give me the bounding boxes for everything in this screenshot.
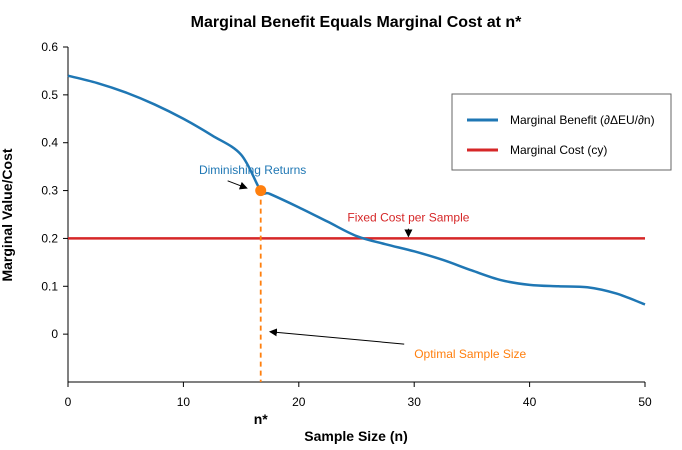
annotation-label-1: Fixed Cost per Sample — [347, 211, 469, 225]
x-tick-label-2: 20 — [292, 395, 306, 409]
chart-title: Marginal Benefit Equals Marginal Cost at… — [191, 14, 522, 31]
y-tick-label-3: 0.3 — [41, 184, 58, 198]
x-tick-label-0: 0 — [65, 395, 72, 409]
y-tick-label-2: 0.2 — [41, 231, 58, 245]
annotation-arrow-0 — [227, 180, 248, 190]
y-axis-label: Marginal Value/Cost — [0, 148, 15, 281]
series-line-marginal-benefit — [67, 74, 646, 306]
legend-box — [451, 93, 672, 171]
optimal-n-label: n* — [254, 411, 269, 427]
x-tick-label-1: 10 — [177, 395, 191, 409]
annotation-label-0: Diminishing Returns — [199, 163, 306, 177]
x-axis-label: Sample Size (n) — [304, 428, 407, 444]
annotation-label-2: Optimal Sample Size — [414, 347, 526, 361]
plot-area: 0 10 20 30 40 50 0 0.1 0.2 0.3 0.4 0.5 0.6 n* Diminish… — [41, 40, 652, 427]
x-tick-label-3: 30 — [408, 395, 422, 409]
optimal-point — [255, 185, 267, 197]
y-tick-label-0: 0 — [51, 327, 58, 341]
x-tick-label-4: 40 — [523, 395, 537, 409]
y-tick-label-5: 0.5 — [41, 88, 58, 102]
annotation-arrow-2 — [268, 328, 405, 345]
x-tick-label-5: 50 — [638, 395, 652, 409]
y-tick-label-6: 0.6 — [41, 40, 58, 54]
y-tick-label-4: 0.4 — [41, 136, 58, 150]
legend-label-marginal-benefit: Marginal Benefit (∂ΔEU/∂n) — [510, 113, 655, 127]
legend-label-marginal-cost: Marginal Cost (cy) — [510, 143, 607, 157]
legend: Marginal Benefit (∂ΔEU/∂n) Marginal Cost… — [451, 93, 672, 171]
y-tick-label-1: 0.1 — [41, 279, 58, 293]
